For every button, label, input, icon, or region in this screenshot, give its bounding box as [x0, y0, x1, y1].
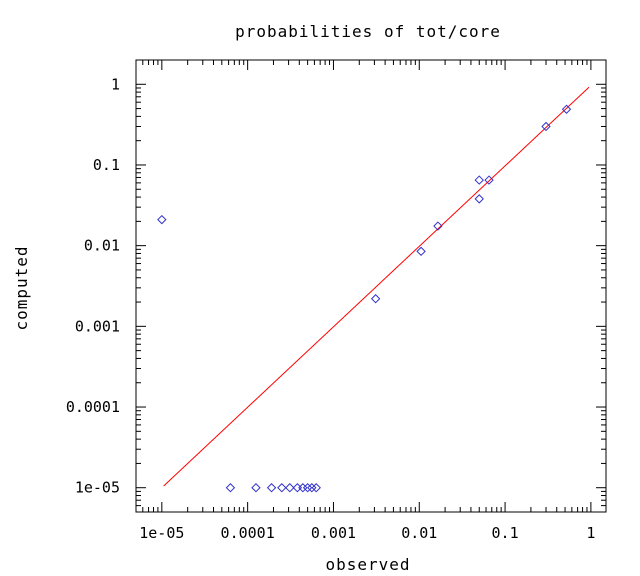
- fit-line-group: [163, 86, 590, 487]
- data-point: [157, 214, 167, 225]
- data-point: [416, 246, 426, 257]
- data-point: [298, 483, 308, 493]
- data-point: [307, 483, 317, 493]
- data-point: [484, 175, 494, 185]
- x-tick-label: 1: [586, 524, 595, 542]
- y-tick-label: 0.01: [84, 237, 120, 255]
- axis-ticks: [136, 59, 606, 512]
- x-tick-label: 0.01: [401, 524, 437, 542]
- x-tick-labels: 1e-05 0.0001 0.001 0.01 0.1 1: [139, 524, 595, 542]
- data-point: [474, 194, 484, 204]
- data-point: [433, 221, 443, 231]
- data-point: [285, 483, 295, 493]
- y-tick-labels: 1e-05 0.0001 0.001 0.01 0.1 1: [66, 75, 120, 496]
- x-tick-label: 1e-05: [139, 524, 184, 542]
- data-point: [292, 483, 303, 493]
- x-tick-label: 0.1: [492, 524, 519, 542]
- data-point: [311, 483, 321, 493]
- data-point: [561, 104, 572, 114]
- chart-title: probabilities of tot/core: [235, 22, 501, 41]
- data-point: [251, 483, 261, 493]
- data-point: [225, 483, 236, 493]
- x-tick-label: 0.0001: [221, 524, 275, 542]
- data-point: [266, 483, 277, 493]
- data-point: [370, 294, 381, 304]
- data-point: [474, 175, 484, 185]
- y-tick-label: 1: [111, 75, 120, 93]
- y-tick-label: 1e-05: [75, 479, 120, 497]
- x-axis-label: observed: [325, 555, 410, 574]
- y-tick-label: 0.0001: [66, 398, 120, 416]
- data-point: [277, 483, 287, 493]
- y-tick-label: 0.001: [75, 317, 120, 335]
- fit-line: [163, 86, 590, 487]
- data-point: [302, 483, 313, 493]
- plot-frame: [135, 59, 607, 513]
- data-points: [157, 104, 572, 493]
- y-axis-label: computed: [12, 245, 31, 330]
- y-tick-label: 0.1: [93, 156, 120, 174]
- data-point: [541, 121, 551, 132]
- x-tick-label: 0.001: [311, 524, 356, 542]
